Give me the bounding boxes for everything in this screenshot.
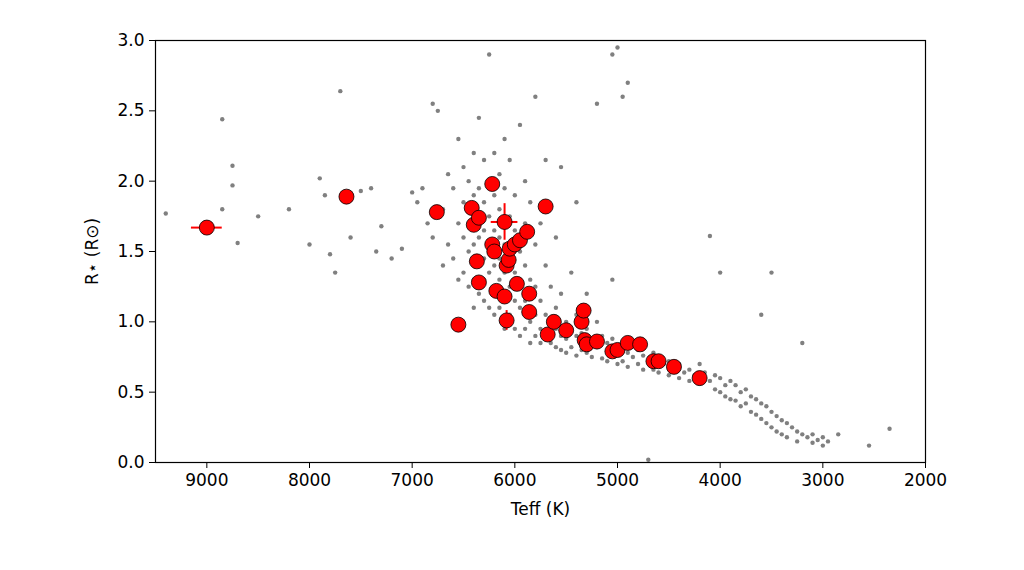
svg-text:0.0: 0.0 [117,452,144,472]
svg-text:0.5: 0.5 [117,382,144,402]
svg-text:6000: 6000 [493,470,536,490]
svg-text:9000: 9000 [185,470,228,490]
svg-text:1.0: 1.0 [117,311,144,331]
svg-text:4000: 4000 [699,470,742,490]
svg-text:3.0: 3.0 [117,30,144,50]
svg-text:7000: 7000 [391,470,434,490]
svg-text:Teff (K): Teff (K) [510,499,570,519]
svg-text:5000: 5000 [596,470,639,490]
svg-text:2000: 2000 [904,470,947,490]
svg-text:1.5: 1.5 [117,241,144,261]
svg-text:8000: 8000 [288,470,331,490]
svg-text:2.5: 2.5 [117,100,144,120]
svg-text:3000: 3000 [801,470,844,490]
svg-text:2.0: 2.0 [117,171,144,191]
svg-text:R⋆ (R⊙): R⋆ (R⊙) [82,218,102,285]
